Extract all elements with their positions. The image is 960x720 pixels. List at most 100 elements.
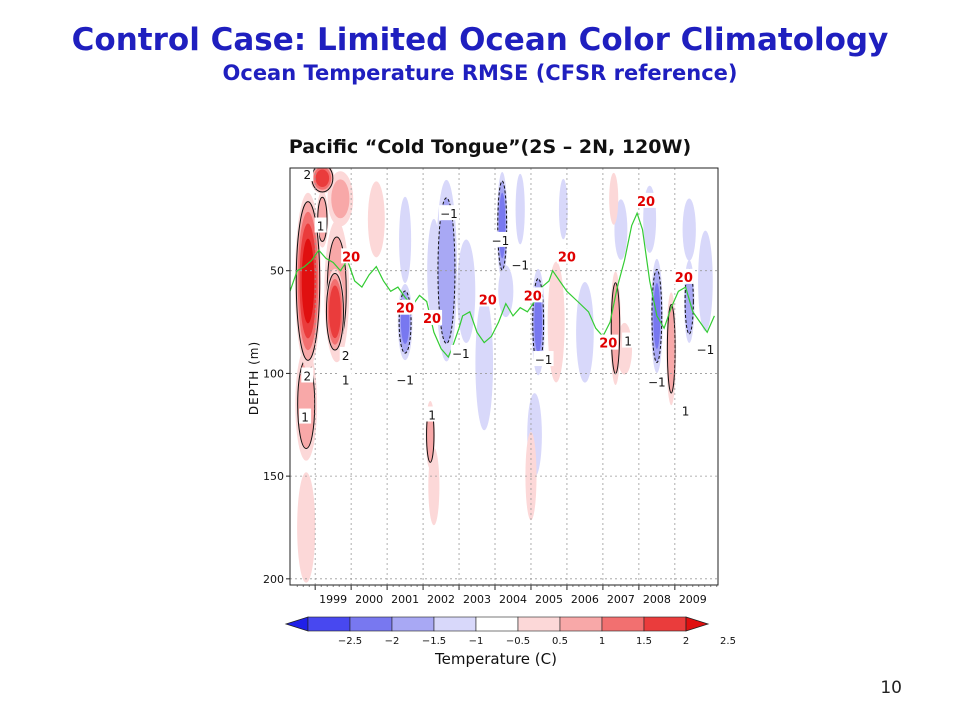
grid (290, 168, 718, 585)
contour-label: 2 (303, 168, 311, 182)
contour-line (398, 290, 412, 354)
field-contour-fill (367, 181, 385, 258)
colorbar-tick-label: −2.5 (338, 636, 362, 647)
contour-label: 1 (682, 404, 690, 418)
colorbar-swatch (517, 616, 561, 632)
isotherm-20c-line (290, 211, 715, 359)
colorbar-tick-label: −1.5 (422, 636, 446, 647)
y-tick-label: 200 (263, 573, 284, 586)
contour-label: 20 (479, 293, 497, 308)
colorbar-swatch (391, 616, 435, 632)
field-contour-fill (331, 179, 350, 219)
contour-label: 20 (342, 250, 360, 265)
contour-label-bg (426, 406, 439, 422)
contour-line (684, 268, 694, 335)
y-tick-label: 100 (263, 367, 284, 380)
contour-label: −1 (648, 376, 666, 390)
field-contour-fill (399, 196, 412, 284)
contour-label-bg (598, 334, 619, 350)
temperature-field (294, 168, 713, 583)
slide-subtitle: Ocean Temperature RMSE (CFSR reference) (222, 61, 738, 85)
contour-line (651, 268, 663, 363)
slide-number: 10 (880, 678, 902, 698)
y-tick-label: 50 (270, 265, 284, 278)
field-contour-fill (498, 192, 506, 259)
colorbar-swatch (307, 616, 351, 632)
field-contour-fill (457, 239, 476, 344)
contour-label-bg (301, 166, 314, 182)
contour-line (325, 273, 344, 351)
contour-label: 1 (317, 220, 325, 234)
colorbar-max-arrow (685, 616, 710, 632)
x-tick-label: 2009 (679, 593, 707, 606)
field-contour-fill (682, 198, 696, 261)
colorbar-tick-label: 0.5 (552, 636, 568, 647)
contour-label-bg (339, 371, 352, 387)
y-axis-label: DEPTH (m) (247, 341, 261, 415)
contour-label-bg (490, 231, 511, 247)
contour-label: −1 (452, 347, 470, 361)
x-tick-label: 2005 (535, 593, 563, 606)
contour-label: −1 (697, 343, 715, 357)
colorbar-swatch (643, 616, 687, 632)
contour-label-bg (422, 309, 443, 325)
x-tick-label: 2006 (571, 593, 599, 606)
x-tick-label: 2003 (463, 593, 491, 606)
contour-label-bg (339, 346, 352, 362)
contour-label-bg (695, 340, 716, 356)
field-contour-fill (297, 472, 316, 583)
field-contour-fill (558, 178, 568, 240)
x-tick-label: 2004 (499, 593, 527, 606)
field-contour-fill (315, 169, 330, 188)
contour-label-bg (395, 371, 416, 387)
contour-label: 2 (342, 349, 350, 363)
contour-label: 20 (524, 289, 542, 304)
contour-label-bg (299, 408, 312, 424)
contour-label: −1 (440, 207, 458, 221)
contour-line (295, 201, 321, 361)
contour-label: 20 (675, 271, 693, 286)
x-tick-label: 2002 (427, 593, 455, 606)
contour-label: 1 (624, 335, 632, 349)
field-contour-fill (301, 238, 315, 324)
x-tick-label: 2000 (355, 593, 383, 606)
field-contour-fill (698, 230, 713, 332)
colorbar-swatch (559, 616, 603, 632)
contour-label-bg (450, 344, 471, 360)
contour-label: 20 (599, 337, 617, 352)
colorbar-tick-label: 1 (599, 636, 605, 647)
colorbar-tick-label: 2.5 (720, 636, 736, 647)
contour-label-bg (622, 332, 635, 348)
contour-label: 20 (396, 302, 414, 317)
colorbar-swatch (433, 616, 477, 632)
plot-frame (289, 167, 719, 586)
contour-label: 20 (558, 250, 576, 265)
contour-label-bg (522, 287, 543, 303)
colorbar-tick-label: −0.5 (506, 636, 530, 647)
contour-label-bg (533, 351, 554, 367)
field-contour-fill (667, 304, 676, 394)
field-contour-fill (609, 172, 619, 225)
slide-title: Control Case: Limited Ocean Color Climat… (71, 22, 889, 58)
x-tick-label: 2001 (391, 593, 419, 606)
contour-label-bg (673, 268, 694, 284)
field-contour-fill (614, 199, 628, 260)
contour-label: −1 (492, 234, 510, 248)
contour-label-bg (301, 367, 314, 383)
y-tick-label: 150 (263, 470, 284, 483)
contour-line (497, 180, 508, 271)
field-contour-fill (515, 173, 525, 245)
x-tick-label: 2007 (607, 593, 635, 606)
contour-label-bg (314, 217, 327, 233)
colorbar: −2.5 −2 −1.5 −1 −0.5 0.5 1 1.5 2 2.5 (284, 616, 736, 647)
contour-label: −1 (535, 353, 553, 367)
field-contour-fill (576, 282, 594, 383)
x-tick-label: 1999 (319, 593, 347, 606)
field-contour-fill (329, 285, 341, 339)
colorbar-label: Temperature (C) (434, 650, 557, 668)
colorbar-tick-label: 1.5 (636, 636, 652, 647)
contour-label: −1 (511, 259, 529, 273)
colorbar-swatch (475, 616, 519, 632)
